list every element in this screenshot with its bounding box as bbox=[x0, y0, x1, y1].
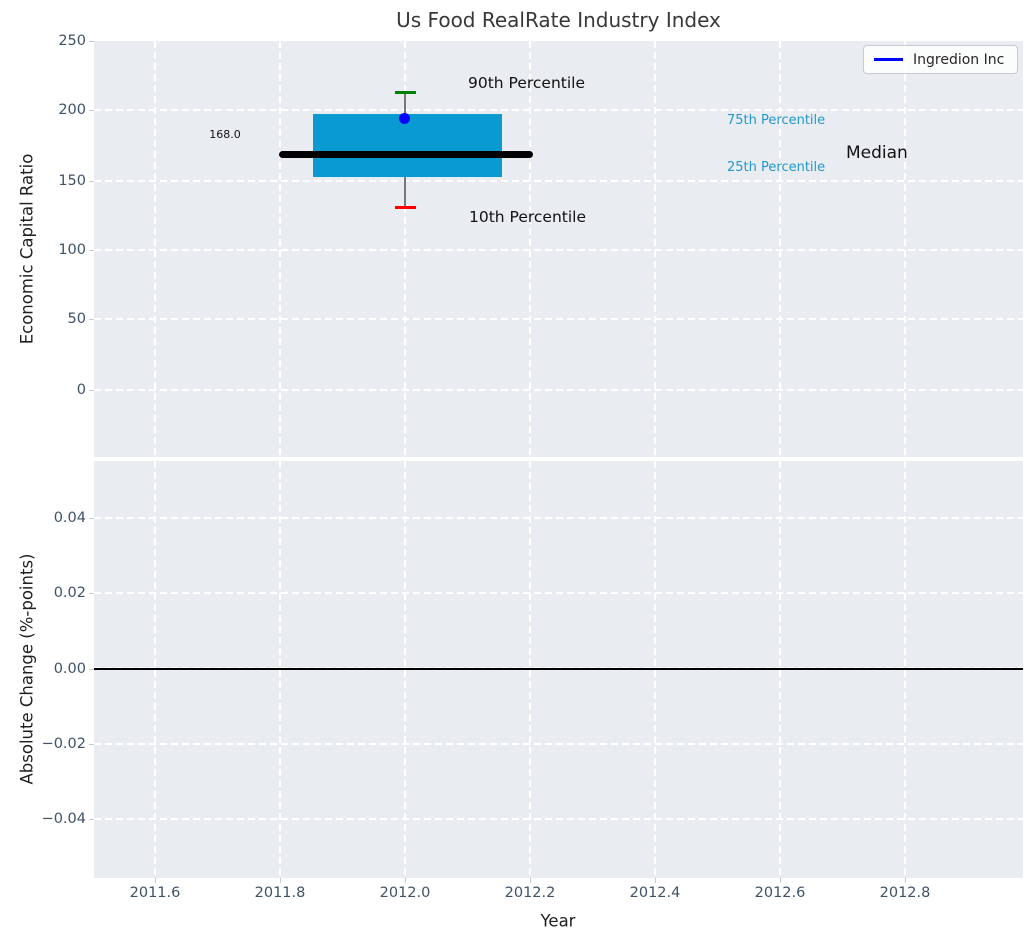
p75-label: 75th Percentile bbox=[727, 113, 826, 128]
ytick-label: 200 bbox=[58, 102, 86, 118]
xtick-mark bbox=[905, 878, 906, 883]
chart-title: Us Food RealRate Industry Index bbox=[396, 8, 721, 32]
p10-label: 10th Percentile bbox=[469, 208, 587, 226]
median-line bbox=[279, 151, 533, 158]
gridline-horizontal bbox=[94, 818, 1023, 820]
ytick-label: 150 bbox=[58, 173, 86, 189]
median-label: Median bbox=[846, 143, 908, 163]
xtick-label: 2012.2 bbox=[504, 885, 556, 901]
x-axis-label: Year bbox=[540, 911, 576, 931]
gridline-horizontal bbox=[94, 109, 1023, 111]
company-point bbox=[399, 113, 410, 124]
gridline-horizontal bbox=[94, 249, 1023, 251]
xtick-mark bbox=[155, 878, 156, 883]
p25-label: 25th Percentile bbox=[727, 160, 826, 175]
legend-entry-label: Ingredion Inc bbox=[913, 51, 1005, 68]
median-value-annotation: 168.0 bbox=[209, 128, 241, 141]
ytick-label: 0.04 bbox=[53, 510, 86, 526]
whisker-cap-90th bbox=[395, 91, 416, 94]
ytick-label: −0.04 bbox=[41, 811, 86, 827]
p90-label: 90th Percentile bbox=[468, 74, 586, 92]
xtick-mark bbox=[780, 878, 781, 883]
ytick-label: 50 bbox=[67, 311, 86, 327]
top-axes: 168.0 90th Percentile 10th Percentile 75… bbox=[94, 41, 1023, 457]
top-y-axis-label: Economic Capital Ratio bbox=[17, 153, 37, 345]
xtick-label: 2011.8 bbox=[254, 885, 306, 901]
ytick-mark bbox=[89, 669, 94, 670]
gridline-horizontal bbox=[94, 517, 1023, 519]
ytick-mark bbox=[89, 181, 94, 182]
ytick-mark bbox=[89, 744, 94, 745]
ytick-label: −0.02 bbox=[41, 736, 86, 752]
ytick-mark bbox=[89, 390, 94, 391]
gridline-horizontal bbox=[94, 389, 1023, 391]
zero-reference-line bbox=[94, 668, 1023, 670]
gridline-horizontal bbox=[94, 180, 1023, 182]
ytick-mark bbox=[89, 250, 94, 251]
legend: Ingredion Inc bbox=[863, 45, 1018, 74]
ytick-mark bbox=[89, 41, 94, 42]
xtick-mark bbox=[405, 878, 406, 883]
interquartile-box bbox=[313, 114, 502, 177]
xtick-label: 2012.0 bbox=[379, 885, 431, 901]
ytick-label: 250 bbox=[58, 33, 86, 49]
gridline-horizontal bbox=[94, 318, 1023, 320]
ytick-mark bbox=[89, 819, 94, 820]
ytick-label: 0.00 bbox=[53, 661, 86, 677]
ytick-label: 0.02 bbox=[53, 585, 86, 601]
xtick-label: 2011.6 bbox=[129, 885, 181, 901]
ytick-label: 100 bbox=[58, 242, 86, 258]
xtick-mark bbox=[280, 878, 281, 883]
legend-line-swatch bbox=[874, 58, 903, 61]
xtick-mark bbox=[530, 878, 531, 883]
whisker-cap-10th bbox=[395, 206, 416, 209]
xtick-mark bbox=[655, 878, 656, 883]
ytick-mark bbox=[89, 319, 94, 320]
ytick-label: 0 bbox=[76, 382, 86, 398]
gridline-horizontal bbox=[94, 743, 1023, 745]
xtick-label: 2012.4 bbox=[629, 885, 681, 901]
gridline-horizontal bbox=[94, 592, 1023, 594]
bottom-y-axis-label: Absolute Change (%-points) bbox=[17, 553, 37, 785]
bottom-axes bbox=[94, 461, 1023, 878]
xtick-label: 2012.6 bbox=[754, 885, 806, 901]
ytick-mark bbox=[89, 593, 94, 594]
xtick-label: 2012.8 bbox=[879, 885, 931, 901]
ytick-mark bbox=[89, 110, 94, 111]
ytick-mark bbox=[89, 518, 94, 519]
